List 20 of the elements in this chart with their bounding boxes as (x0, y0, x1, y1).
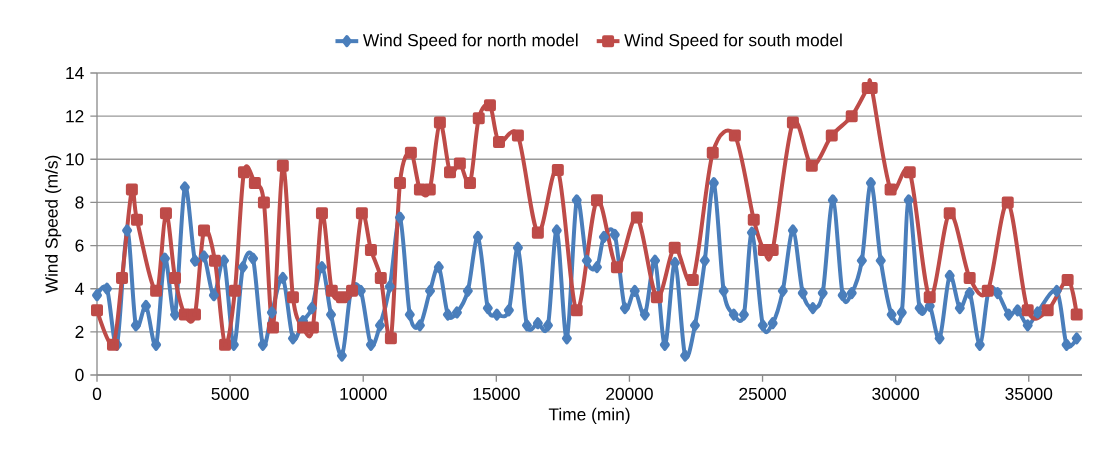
y-axis-title: Wind Speed (m/s) (45, 155, 62, 294)
x-tick-label: 35000 (1005, 387, 1053, 400)
y-tick-label: 8 (75, 196, 84, 209)
y-tick-label: 2 (75, 325, 84, 338)
y-tick-label: 6 (75, 239, 84, 252)
y-tick-label: 12 (66, 110, 84, 123)
y-tick-label: 0 (75, 368, 84, 382)
y-tick-label: 10 (66, 153, 84, 166)
x-tick-label: 10000 (340, 387, 387, 400)
legend-label: Wind Speed for north model (362, 33, 578, 50)
x-axis-title: Time (min) (548, 407, 630, 424)
y-tick-label: 4 (75, 282, 84, 295)
x-tick-label: 0 (92, 387, 102, 400)
x-tick-label: 5000 (211, 387, 249, 400)
x-tick-label: 25000 (739, 387, 786, 400)
legend-label: Wind Speed for south model (624, 33, 842, 50)
y-tick-label: 14 (66, 67, 84, 79)
x-tick-label: 30000 (872, 387, 920, 400)
x-tick-label: 15000 (473, 387, 520, 400)
x-tick-label: 20000 (606, 387, 653, 400)
